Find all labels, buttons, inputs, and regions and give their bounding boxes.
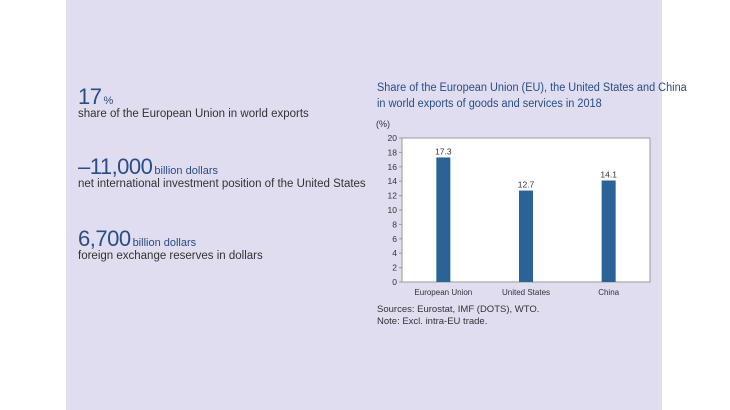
y-tick-label: 20: [388, 133, 398, 143]
data-label: 12.7: [518, 180, 535, 190]
stat-description: share of the European Union in world exp…: [78, 108, 309, 120]
stat-fx-reserves: 6,700 billion dollars foreign exchange re…: [78, 226, 263, 262]
y-tick-label: 0: [392, 277, 397, 287]
bars: 17.3 12.7 14.1: [435, 146, 617, 282]
chart-title-line-2: in world exports of goods and services i…: [377, 98, 602, 110]
stat-value: 6,700: [78, 226, 131, 251]
stat-value: –11,000: [78, 154, 153, 179]
stat-unit: %: [103, 95, 114, 107]
y-tick-label: 10: [388, 205, 398, 215]
x-tick-label: United States: [502, 288, 550, 297]
y-tick-label: 6: [392, 234, 397, 244]
y-axis-label: (%): [376, 119, 390, 129]
bar-chart: (%) 0 2 4 6 8 10 12 14 16 18 20 17.3 12.7 14.1 Europ…: [376, 119, 651, 297]
x-tick-label: China: [598, 288, 619, 297]
bar-united-states: [519, 190, 533, 282]
bar-european-union: [436, 157, 451, 282]
y-tick-label: 18: [388, 147, 398, 157]
chart-title: Share of the European Union (EU), the Un…: [377, 80, 687, 112]
chart-notes: Sources: Eurostat, IMF (DOTS), WTO. Note…: [377, 304, 539, 328]
footnote: Note: Excl. intra-EU trade.: [377, 316, 488, 327]
bar-china: [601, 180, 616, 282]
x-tick-label: European Union: [414, 288, 472, 297]
y-tick-label: 4: [392, 248, 397, 258]
chart-title-line-1: Share of the European Union (EU), the Un…: [377, 82, 687, 94]
y-tick-label: 2: [392, 263, 397, 273]
stat-description: foreign exchange reserves in dollars: [78, 250, 263, 262]
stat-us-investment-position: –11,000 billion dollars net international…: [78, 154, 366, 190]
y-tick-label: 8: [392, 219, 397, 229]
y-axis: 0 2 4 6 8 10 12 14 16 18 20: [388, 133, 402, 287]
stat-description: net international investment position of…: [78, 178, 366, 190]
data-label: 14.1: [600, 169, 617, 179]
stat-unit: billion dollars: [154, 165, 218, 177]
sources-note: Sources: Eurostat, IMF (DOTS), WTO.: [377, 304, 540, 315]
y-tick-label: 16: [388, 162, 398, 172]
x-axis: European Union United States China: [414, 288, 619, 297]
data-label: 17.3: [435, 146, 452, 156]
y-tick-label: 14: [388, 176, 398, 186]
stat-value: 17: [78, 84, 102, 109]
stat-eu-export-share: 17% share of the European Union in world…: [78, 84, 309, 120]
y-tick-label: 12: [388, 191, 398, 201]
stat-unit: billion dollars: [132, 237, 197, 249]
